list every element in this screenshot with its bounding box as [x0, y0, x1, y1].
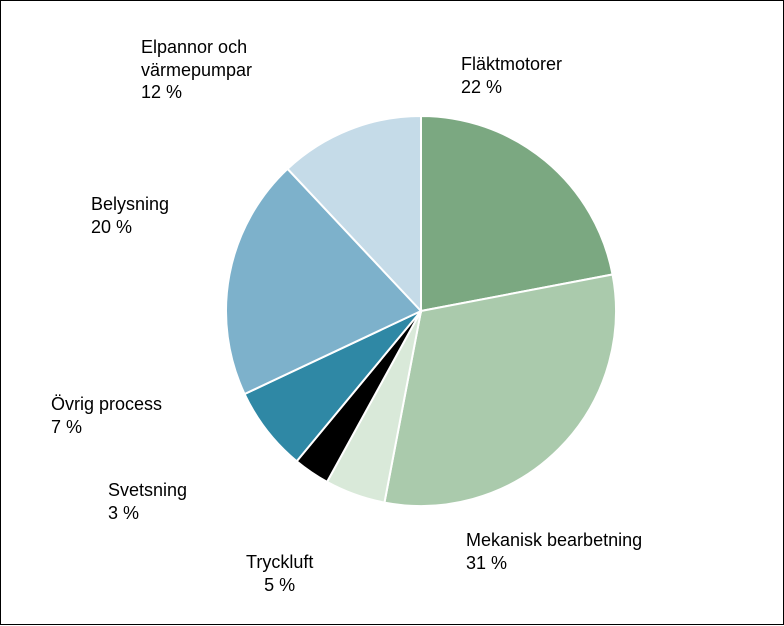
slice-label-name: Fläktmotorer [461, 54, 562, 74]
slice-label-name: Svetsning [108, 480, 187, 500]
slice-label-name: Elpannor och värmepumpar [141, 37, 252, 80]
slice-label-percent: 3 % [108, 503, 139, 523]
slice-label-percent: 22 % [461, 77, 502, 97]
slice-label-name: Mekanisk bearbetning [466, 530, 642, 550]
slice-label-percent: 7 % [51, 417, 82, 437]
slice-label-percent: 31 % [466, 553, 507, 573]
slice-label: Belysning 20 % [91, 193, 169, 238]
slice-label-name: Övrig process [51, 394, 162, 414]
slice-label-percent: 20 % [91, 217, 132, 237]
slice-label: Svetsning 3 % [108, 479, 187, 524]
slice-label-name: Tryckluft [246, 552, 313, 572]
slice-label: Elpannor och värmepumpar 12 % [141, 36, 252, 104]
slice-label: Fläktmotorer 22 % [461, 53, 562, 98]
slice-label-percent: 12 % [141, 82, 182, 102]
slice-label-name: Belysning [91, 194, 169, 214]
chart-frame: Fläktmotorer 22 % Mekanisk bearbetning 31… [0, 0, 784, 625]
slice-label: Tryckluft 5 % [246, 551, 313, 596]
slice-label: Mekanisk bearbetning 31 % [466, 529, 642, 574]
pie-chart-svg [1, 1, 784, 626]
slice-label: Övrig process 7 % [51, 393, 162, 438]
slice-label-percent: 5 % [264, 575, 295, 595]
